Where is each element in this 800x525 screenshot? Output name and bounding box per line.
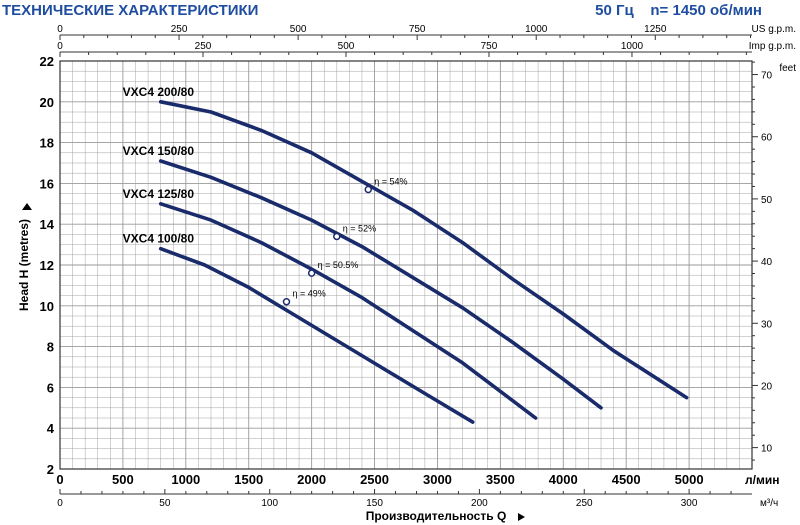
feet-tick-label: 70 <box>761 71 773 82</box>
us-gpm-tick-label: 0 <box>57 24 63 35</box>
feet-tick-label: 50 <box>761 195 773 206</box>
x-unit-label: л/мин <box>745 473 779 487</box>
y-axis-arrow-icon <box>22 203 32 210</box>
us-gpm-tick-label: 1250 <box>644 24 667 35</box>
series-label: VXC4 125/80 <box>123 187 195 201</box>
y-tick-label: 6 <box>47 380 54 395</box>
us-gpm-tick-label: 250 <box>171 24 188 35</box>
y-tick-label: 14 <box>40 217 55 232</box>
efficiency-point <box>307 269 316 277</box>
pump-curve-line <box>158 246 475 424</box>
x-tick-label: 4000 <box>549 472 578 487</box>
page-title: ТЕХНИЧЕСКИЕ ХАРАКТЕРИСТИКИ <box>2 2 259 19</box>
frequency-label: 50 Гц <box>595 2 634 19</box>
series-label: VXC4 200/80 <box>123 85 195 99</box>
us-gpm-tick-label: 750 <box>409 24 426 35</box>
x-tick-label: 1500 <box>234 472 263 487</box>
feet-tick-label: 10 <box>761 444 773 455</box>
m3h-tick-label: 100 <box>261 498 278 509</box>
y-axis-title: Head H (metres) <box>17 219 31 311</box>
chart-labels: VXC4 200/80 η = 54% VXC4 150/80 η = 52% VXC4… <box>123 85 408 306</box>
y-tick-label: 20 <box>40 95 54 110</box>
us-gpm-unit-label: US g.p.m. <box>752 24 796 35</box>
y-tick-label: 16 <box>40 176 54 191</box>
efficiency-point <box>333 232 341 241</box>
pump-curve-line <box>158 202 538 420</box>
feet-tick-label: 60 <box>761 133 773 144</box>
imp-gpm-unit-label: Imp g.p.m. <box>749 41 796 52</box>
m3h-unit-label: м³/ч <box>760 498 778 509</box>
m3h-tick-label: 0 <box>57 498 63 509</box>
chart-grid <box>59 60 753 470</box>
m3h-tick-label: 200 <box>471 498 488 509</box>
efficiency-point <box>364 185 373 194</box>
efficiency-label: η = 50.5% <box>318 260 359 270</box>
imp-gpm-tick-label: 250 <box>195 41 212 52</box>
efficiency-label: η = 49% <box>292 289 325 299</box>
y-tick-label: 12 <box>40 258 54 273</box>
feet-tick-label: 30 <box>761 319 773 330</box>
imp-gpm-tick-label: 0 <box>57 41 63 52</box>
x-axis-title: Производительность Q <box>366 509 507 523</box>
feet-unit-label: feet <box>779 63 796 74</box>
speed-info: 50 Гц n= 1450 об/мин <box>595 2 762 19</box>
x-tick-label: 5000 <box>675 472 704 487</box>
chart-curves <box>158 100 689 424</box>
imp-gpm-tick-label: 1000 <box>621 41 644 52</box>
y-tick-label: 8 <box>47 340 54 355</box>
efficiency-label: η = 52% <box>343 223 376 233</box>
series-label: VXC4 100/80 <box>123 232 195 246</box>
pump-curve-line <box>158 159 603 410</box>
m3h-tick-label: 50 <box>159 498 171 509</box>
m3h-tick-label: 300 <box>681 498 698 509</box>
imp-gpm-tick-label: 500 <box>338 41 355 52</box>
m3h-tick-label: 150 <box>366 498 383 509</box>
plot-frame <box>59 60 753 470</box>
y-tick-label: 4 <box>47 421 55 436</box>
x-tick-label: 0 <box>56 472 63 487</box>
x-axis-arrow-icon <box>518 513 525 521</box>
us-gpm-tick-label: 500 <box>290 24 307 35</box>
x-tick-label: 4500 <box>612 472 641 487</box>
x-tick-label: 3500 <box>486 472 515 487</box>
m3h-tick-label: 250 <box>576 498 593 509</box>
x-tick-label: 500 <box>112 472 134 487</box>
feet-tick-label: 20 <box>761 381 773 392</box>
x-tick-label: 1000 <box>171 472 200 487</box>
y-tick-label: 10 <box>40 299 54 314</box>
us-gpm-tick-label: 1000 <box>525 24 548 35</box>
y-tick-label: 22 <box>40 54 54 69</box>
pump-curve-line <box>158 100 689 400</box>
x-tick-label: 2500 <box>360 472 389 487</box>
efficiency-point <box>282 297 291 306</box>
speed-label: n= 1450 об/мин <box>650 2 762 19</box>
x-tick-label: 2000 <box>297 472 326 487</box>
efficiency-label: η = 54% <box>374 177 407 187</box>
imp-gpm-tick-label: 750 <box>481 41 498 52</box>
x-tick-label: 3000 <box>423 472 452 487</box>
feet-tick-label: 40 <box>761 257 773 268</box>
series-label: VXC4 150/80 <box>123 144 195 158</box>
y-tick-label: 2 <box>47 462 54 477</box>
y-tick-label: 18 <box>40 136 54 151</box>
